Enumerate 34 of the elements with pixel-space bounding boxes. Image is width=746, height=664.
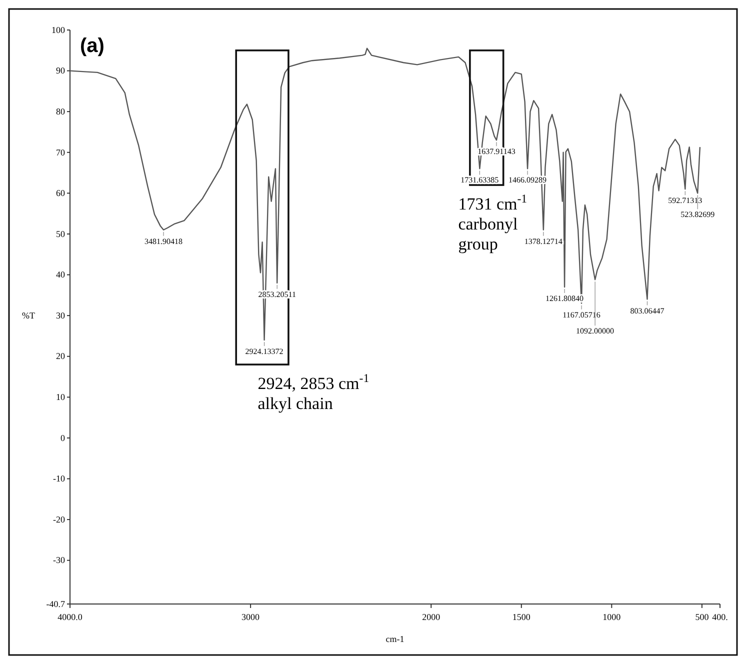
x-tick-label: 1500 — [512, 612, 531, 622]
y-tick-label: 60 — [56, 188, 66, 198]
x-tick-label: 3000 — [242, 612, 260, 622]
x-tick-label: 400. — [712, 612, 728, 622]
y-axis-title: %T — [22, 310, 36, 320]
y-tick-label: 30 — [56, 310, 66, 320]
y-tick-label: 90 — [56, 66, 66, 76]
annotation: 1378.12714 — [524, 236, 562, 246]
annotation: 1092.00000 — [576, 326, 614, 336]
y-tick-label: 80 — [56, 106, 66, 116]
annotation: 1167.05716 — [562, 310, 600, 320]
y-tick-label: 0 — [60, 432, 66, 443]
annotation: 2924.13372 — [245, 347, 284, 356]
y-tick-label: 70 — [56, 147, 66, 158]
x-tick-label: 4000.0 — [58, 612, 83, 622]
annotation: 3481.90418 — [144, 236, 183, 246]
y-tick-label: 10 — [56, 392, 66, 402]
x-tick-label: 1000 — [602, 612, 622, 622]
annotation: 523.82699 — [680, 210, 715, 220]
y-tick-label: -10 — [53, 474, 66, 484]
text: 2924, 2853 cm$^{-1}$ alkyl chain — [258, 371, 370, 414]
y-tick-label: 20 — [56, 351, 66, 362]
annotation: 592.71313 — [668, 196, 702, 206]
x-tick-label: 2000 — [422, 612, 441, 622]
annotation: 803.06447 — [630, 306, 664, 316]
chart-title: (a) — [80, 35, 104, 57]
x-tick-label: 500 — [695, 612, 710, 622]
x-axis-title: cm-1 — [386, 634, 404, 644]
y-tick-label: -20 — [53, 514, 66, 524]
y-tick-label: 50 — [56, 228, 66, 239]
y-tick-label: -30 — [53, 555, 66, 566]
y-tick-label: 40 — [56, 270, 66, 280]
y-tick-label: -40.7 — [46, 598, 66, 609]
y-tick-label: 100 — [52, 24, 66, 35]
